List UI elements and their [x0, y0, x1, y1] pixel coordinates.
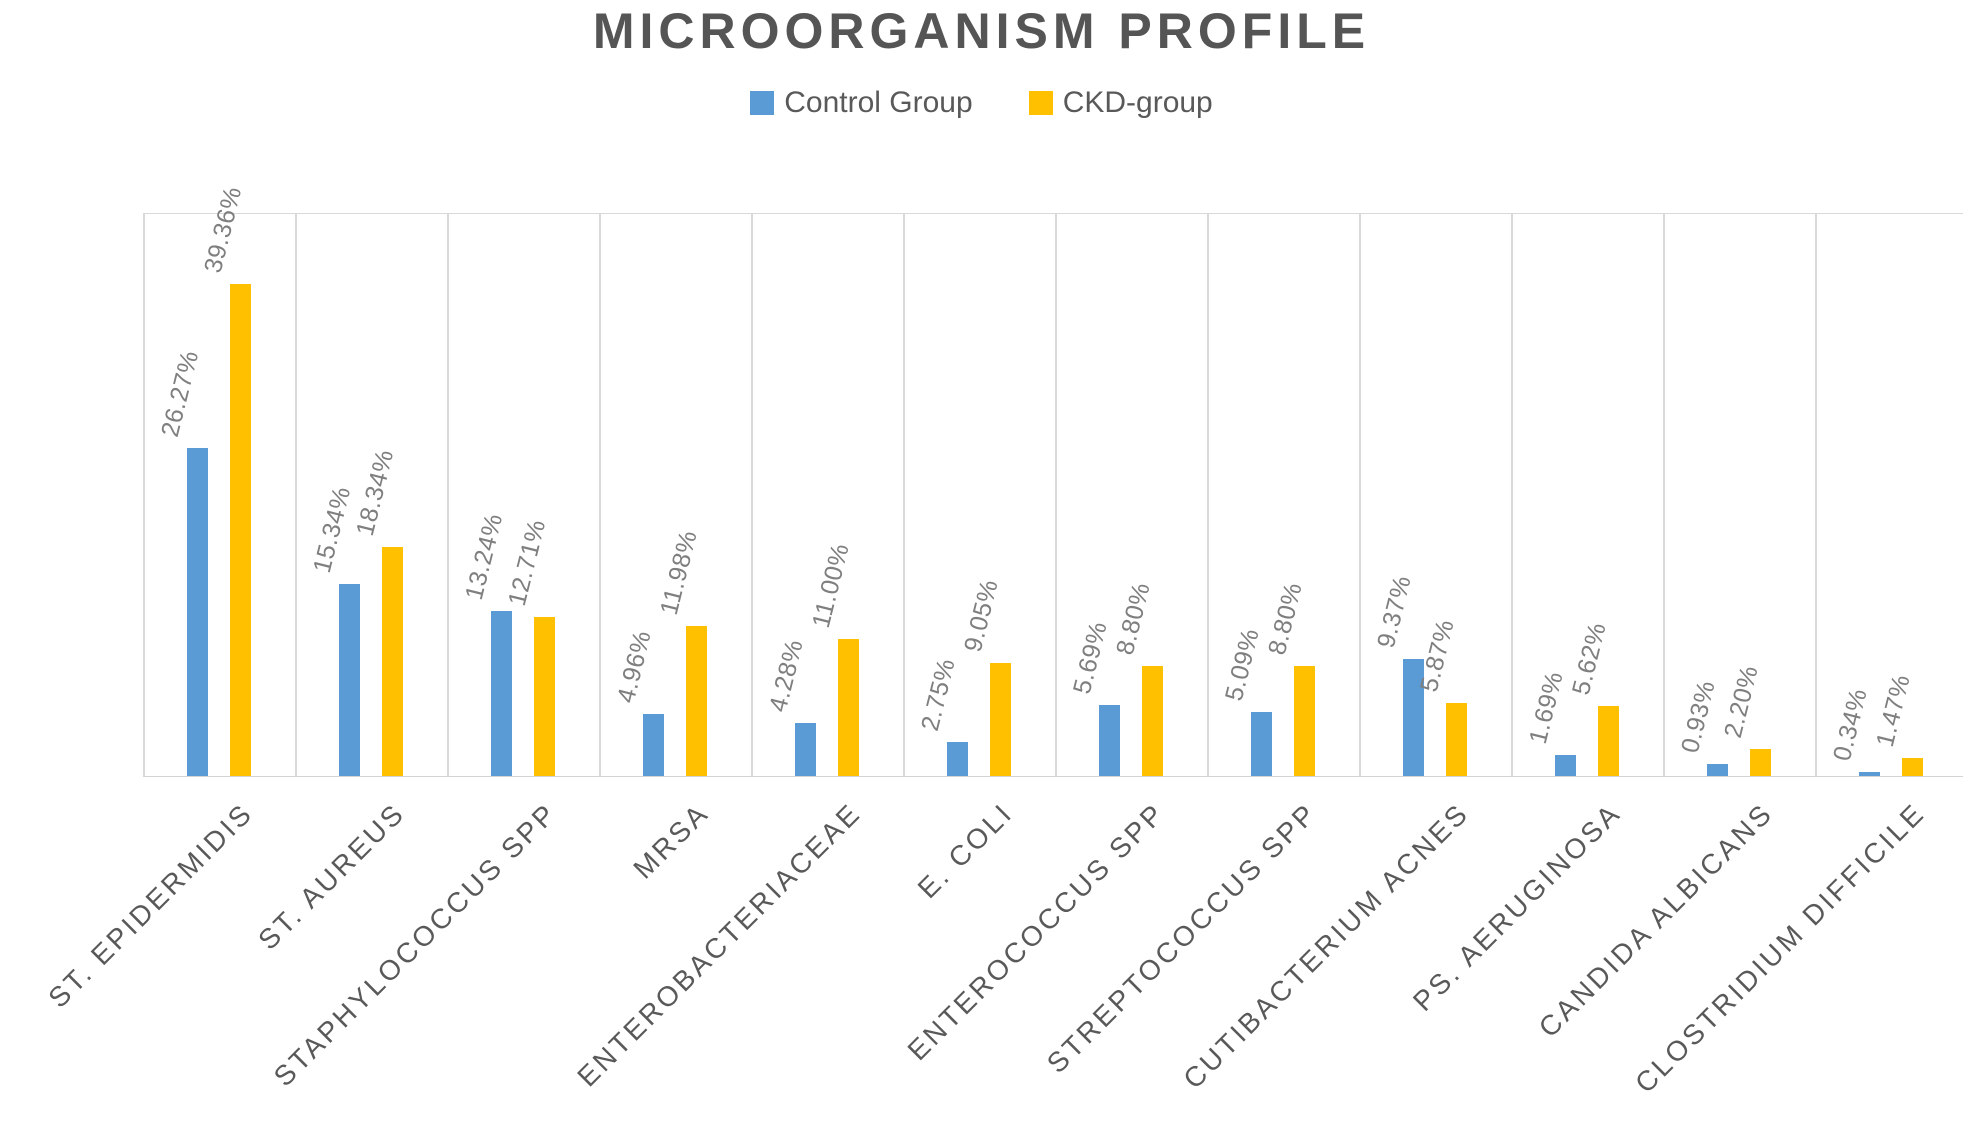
- gridline-category-separator: [1055, 214, 1057, 776]
- category-label: CUTIBACTERIUM ACNES: [1177, 797, 1475, 1095]
- value-label-control-group: 4.96%: [611, 627, 657, 706]
- value-label-ckd-group: 8.80%: [1262, 579, 1308, 658]
- bar-ckd-group: [1598, 705, 1619, 776]
- legend-swatch-control-group: [750, 91, 775, 115]
- gridline-category-separator: [751, 214, 753, 776]
- category-label: MRSA: [627, 797, 715, 885]
- bar-control-group: [1555, 754, 1576, 776]
- gridline-category-separator: [295, 214, 297, 776]
- bar-control-group: [795, 722, 816, 776]
- value-label-control-group: 5.69%: [1067, 618, 1113, 697]
- value-label-ckd-group: 12.71%: [502, 517, 551, 610]
- value-label-ckd-group: 5.62%: [1566, 619, 1612, 698]
- bar-control-group: [1251, 712, 1272, 776]
- category-label: CLOSTRIDIUM DIFFICILE: [1629, 797, 1931, 1099]
- value-label-ckd-group: 11.98%: [654, 527, 703, 619]
- legend-item-control-group: Control Group: [750, 86, 973, 120]
- bar-ckd-group: [230, 284, 251, 776]
- bar-control-group: [1859, 771, 1880, 776]
- value-label-control-group: 2.75%: [915, 655, 961, 734]
- value-label-ckd-group: 2.20%: [1718, 662, 1764, 741]
- bar-ckd-group: [534, 617, 555, 776]
- chart-legend: Control Group CKD-group: [0, 86, 1963, 120]
- value-label-control-group: 0.93%: [1675, 678, 1721, 757]
- bar-control-group: [947, 741, 968, 776]
- value-label-ckd-group: 1.47%: [1870, 671, 1916, 750]
- category-label: ENTEROBACTERIACEAE: [571, 797, 867, 1093]
- category-label: STAPHYLOCOCCUS SPP: [267, 797, 563, 1093]
- gridline-category-separator: [1359, 214, 1361, 776]
- bar-ckd-group: [382, 546, 403, 776]
- value-label-control-group: 13.24%: [459, 510, 508, 603]
- legend-label-ckd-group: CKD-group: [1062, 86, 1213, 119]
- category-label: STREPTOCOCCUS SPP: [1040, 797, 1323, 1080]
- gridline-category-separator: [1663, 214, 1665, 776]
- value-label-control-group: 9.37%: [1371, 572, 1417, 651]
- gridline-category-separator: [1207, 214, 1209, 776]
- bar-ckd-group: [1446, 702, 1467, 776]
- category-axis: ST. EPIDERMIDIS ST. AUREUS STAPHYLOCOCCUS …: [42, 775, 1963, 1128]
- chart-title: MICROORGANISM PROFILE: [592, 3, 1371, 59]
- gridline-category-separator: [1815, 214, 1817, 776]
- value-label-ckd-group: 11.00%: [806, 540, 855, 631]
- value-label-ckd-group: 8.80%: [1110, 579, 1156, 658]
- bar-ckd-group: [838, 638, 859, 776]
- gridline-category-separator: [903, 214, 905, 776]
- bar-control-group: [1099, 704, 1120, 776]
- gridline-category-separator: [143, 214, 145, 776]
- bar-ckd-group: [990, 662, 1011, 776]
- value-label-ckd-group: 9.05%: [958, 576, 1004, 655]
- category-label: E. COLI: [911, 797, 1019, 905]
- bar-ckd-group: [1142, 666, 1163, 776]
- bar-ckd-group: [1902, 757, 1923, 776]
- value-label-control-group: 0.34%: [1827, 685, 1873, 764]
- value-label-control-group: 15.34%: [307, 484, 356, 577]
- value-label-ckd-group: 5.87%: [1414, 616, 1460, 695]
- category-label: ST. AUREUS: [252, 797, 411, 956]
- bar-control-group: [339, 584, 360, 776]
- category-label: ST. EPIDERMIDIS: [42, 797, 259, 1014]
- value-label-ckd-group: 39.36%: [198, 184, 247, 277]
- bar-control-group: [1403, 658, 1424, 776]
- bar-ckd-group: [1750, 748, 1771, 776]
- value-label-control-group: 1.69%: [1523, 668, 1569, 747]
- value-label-control-group: 26.27%: [155, 347, 204, 440]
- category-label: ENTEROCOCCUS SPP: [901, 797, 1171, 1067]
- bar-control-group: [1707, 764, 1728, 776]
- value-label-control-group: 5.09%: [1219, 626, 1265, 705]
- bar-ckd-group: [1294, 666, 1315, 776]
- value-label-ckd-group: 18.34%: [350, 446, 399, 539]
- plot-area: 26.27% 15.34% 13.24% 4.96% 4.28% 2.75% 5.69% 5.…: [143, 184, 1963, 777]
- gridline-category-separator: [447, 214, 449, 776]
- bar-control-group: [643, 714, 664, 776]
- legend-item-ckd-group: CKD-group: [1028, 86, 1213, 120]
- legend-label-control-group: Control Group: [784, 86, 973, 119]
- bar-ckd-group: [686, 626, 707, 776]
- gridline-category-separator: [1511, 214, 1513, 776]
- legend-swatch-ckd-group: [1028, 91, 1053, 115]
- bar-control-group: [491, 610, 512, 776]
- value-label-control-group: 4.28%: [763, 636, 809, 715]
- gridline-category-separator: [599, 214, 601, 776]
- bar-control-group: [187, 447, 208, 776]
